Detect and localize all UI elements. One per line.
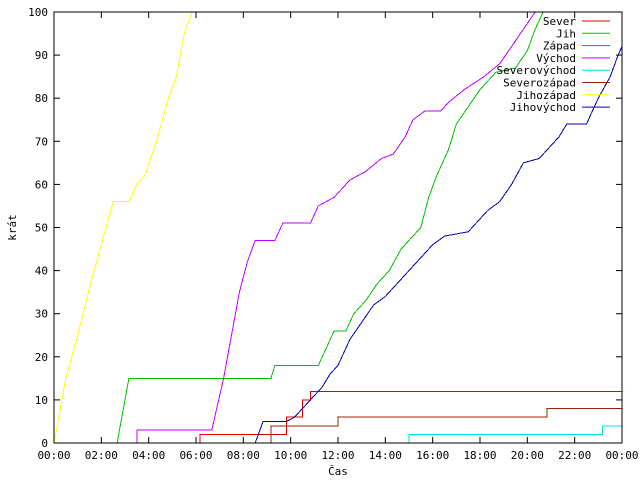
x-tick-label: 00:00: [605, 449, 638, 462]
y-axis-label: krát: [6, 214, 19, 241]
y-tick-label: 20: [35, 351, 48, 364]
plot-frame: [53, 11, 623, 444]
y-axis-ticks: 0 10 20 30 40 50 60 70 80 90 100: [28, 6, 622, 450]
series-line-severozápad: [54, 408, 622, 444]
series-line-jihovýchod: [54, 46, 623, 444]
y-tick-label: 70: [35, 135, 48, 148]
legend-label: Sever: [543, 15, 576, 28]
x-tick-label: 10:00: [274, 449, 307, 462]
x-tick-label: 06:00: [179, 449, 212, 462]
x-axis-ticks: 00:00 02:00 04:00 06:00 08:00 10:00 12:00 14:00…: [37, 12, 639, 462]
legend-label: Jih: [556, 27, 576, 40]
legend-label: Jihovýchod: [510, 101, 576, 114]
legend-label: Severozápad: [503, 77, 576, 90]
legend-label: Východ: [536, 52, 576, 65]
x-tick-label: 16:00: [416, 449, 449, 462]
x-tick-label: 18:00: [463, 449, 496, 462]
x-tick-label: 22:00: [558, 449, 591, 462]
series-line-jih: [54, 11, 622, 444]
x-tick-label: 08:00: [227, 449, 260, 462]
y-tick-label: 50: [35, 222, 48, 235]
x-tick-label: 04:00: [132, 449, 165, 462]
y-tick-label: 100: [28, 6, 48, 19]
y-tick-label: 10: [35, 394, 48, 407]
legend-label: Západ: [543, 40, 576, 53]
x-axis-label: Čas: [328, 465, 348, 478]
x-tick-label: 20:00: [511, 449, 544, 462]
y-tick-label: 60: [35, 178, 48, 191]
x-tick-label: 14:00: [369, 449, 402, 462]
y-tick-label: 40: [35, 265, 48, 278]
series-line-jihozápad: [53, 11, 622, 444]
x-tick-label: 02:00: [85, 449, 118, 462]
y-tick-label: 80: [35, 92, 48, 105]
legend: SeverJihZápadVýchodSeverovýchodSeverozáp…: [497, 15, 610, 114]
y-tick-label: 30: [35, 308, 48, 321]
y-tick-label: 90: [35, 49, 48, 62]
y-tick-label: 0: [41, 437, 48, 450]
series-line-východ: [54, 11, 622, 444]
legend-label: Jihozápad: [516, 89, 576, 102]
x-tick-label: 12:00: [321, 449, 354, 462]
x-tick-label: 00:00: [37, 449, 70, 462]
legend-label: Severovýchod: [497, 64, 576, 77]
